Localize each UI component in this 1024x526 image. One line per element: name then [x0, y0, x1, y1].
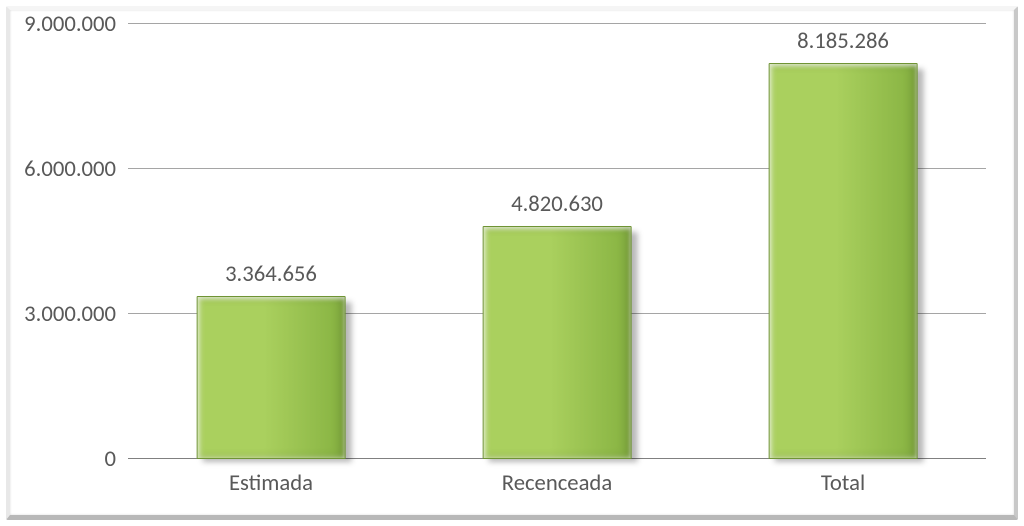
bar: 3.364.656 — [197, 296, 346, 459]
chart-frame: 03.000.0006.000.0009.000.000Estimada3.36… — [0, 0, 1024, 526]
chart-bevel: 03.000.0006.000.0009.000.000Estimada3.36… — [6, 6, 1018, 520]
plot-area: 03.000.0006.000.0009.000.000Estimada3.36… — [128, 24, 986, 459]
bar: 8.185.286 — [769, 63, 918, 459]
data-label: 4.820.630 — [511, 190, 603, 226]
data-label: 8.185.286 — [797, 27, 889, 63]
bar-fill — [769, 63, 918, 459]
bar: 4.820.630 — [483, 226, 632, 459]
bar-chart: 03.000.0006.000.0009.000.000Estimada3.36… — [10, 10, 1014, 515]
x-category-label: Total — [821, 459, 865, 497]
y-tick-label: 6.000.000 — [24, 155, 128, 183]
bar-fill — [483, 226, 632, 459]
y-tick-label: 9.000.000 — [24, 10, 128, 38]
grid-line — [128, 23, 986, 24]
data-label: 3.364.656 — [225, 260, 317, 296]
bar-fill — [197, 296, 346, 459]
y-tick-label: 3.000.000 — [24, 300, 128, 328]
x-category-label: Estimada — [229, 459, 313, 497]
y-tick-label: 0 — [105, 445, 128, 473]
x-category-label: Recenceada — [502, 459, 612, 497]
